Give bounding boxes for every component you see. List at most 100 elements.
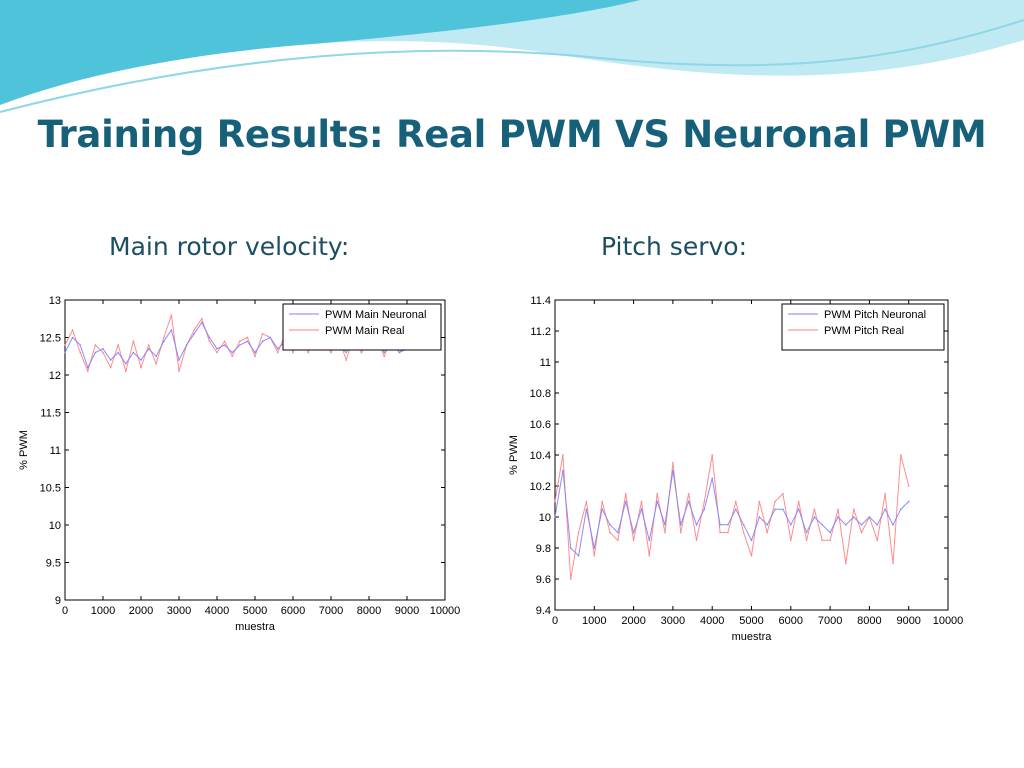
x-tick-label: 4000 (700, 615, 724, 627)
series-0-point (261, 340, 264, 343)
series-1-point (766, 531, 769, 534)
series-0-point (585, 508, 588, 511)
series-1-point (132, 340, 135, 343)
series-0-point (672, 469, 674, 472)
series-1-point (71, 329, 74, 331)
series-0-point (79, 344, 81, 346)
series-1-point (125, 370, 127, 373)
series-0-point (782, 508, 784, 511)
series-line-0 (554, 470, 910, 557)
y-tick-label: 10.2 (530, 481, 551, 493)
series-0-point (147, 347, 150, 350)
series-0-point (71, 336, 74, 339)
series-0-point (201, 321, 203, 324)
series-1-point (201, 317, 203, 320)
y-tick-label: 10.5 (40, 483, 61, 495)
series-0-point (907, 500, 910, 503)
series-0-point (719, 523, 721, 526)
series-1-point (711, 454, 713, 456)
series-1-point (216, 351, 218, 354)
x-tick-label: 2000 (621, 615, 645, 627)
series-0-point (687, 500, 690, 503)
series-1-point (648, 554, 651, 557)
series-0-point (554, 516, 556, 518)
series-0-point (766, 523, 769, 526)
series-0-point (398, 351, 401, 354)
series-1-point (239, 340, 241, 343)
series-0-point (277, 347, 279, 350)
series-1-point (821, 539, 824, 542)
series-0-point (750, 539, 753, 542)
x-tick-label: 7000 (818, 615, 842, 627)
subtitle-pitch-servo: Pitch servo: (601, 232, 748, 261)
series-1-point (884, 492, 886, 495)
series-1-point (102, 351, 104, 354)
series-1-point (147, 344, 150, 346)
wave-front (0, 0, 640, 105)
series-0-point (640, 508, 643, 511)
wave-line (0, 19, 1024, 113)
y-axis-label: % PWM (508, 435, 520, 475)
x-tick-label: 10000 (430, 605, 461, 617)
series-1-point (94, 344, 97, 346)
x-tick-label: 6000 (779, 615, 803, 627)
y-tick-label: 10 (539, 512, 551, 524)
series-0-point (109, 359, 112, 361)
series-1-point (672, 461, 674, 464)
series-0-point (837, 516, 839, 518)
series-1-point (223, 340, 226, 343)
series-0-point (117, 351, 119, 354)
series-1-point (609, 531, 611, 534)
series-1-point (178, 370, 180, 373)
series-1-point (261, 332, 264, 335)
y-tick-label: 11.2 (530, 326, 551, 338)
series-1-point (679, 531, 682, 534)
series-0-point (892, 523, 894, 526)
x-tick-label: 1000 (91, 605, 115, 617)
series-0-point (727, 523, 729, 526)
series-0-point (758, 516, 761, 518)
series-1-point (140, 366, 142, 369)
series-1-point (617, 539, 619, 542)
series-0-point (601, 508, 603, 511)
series-1-point (117, 344, 119, 346)
y-tick-label: 9.6 (536, 574, 551, 586)
series-1-point (782, 492, 784, 495)
series-1-point (569, 578, 572, 580)
series-0-point (132, 351, 135, 354)
x-tick-label: 5000 (243, 605, 267, 617)
series-1-point (383, 355, 386, 358)
series-1-point (695, 539, 698, 542)
x-tick-label: 8000 (857, 615, 881, 627)
series-1-point (774, 500, 776, 503)
series-0-point (94, 351, 97, 354)
y-tick-label: 11 (540, 357, 551, 369)
series-1-point (87, 370, 89, 373)
x-axis-label: muestra (732, 631, 773, 643)
series-0-point (562, 469, 564, 472)
series-0-point (383, 351, 386, 354)
series-1-point (876, 539, 879, 542)
y-tick-label: 9.8 (536, 543, 551, 555)
series-1-point (742, 531, 745, 534)
series-1-point (664, 531, 666, 534)
series-1-point (64, 344, 66, 346)
series-1-point (813, 508, 816, 511)
x-axis-label: muestra (235, 621, 276, 633)
series-1-point (892, 562, 894, 565)
series-0-point (679, 523, 682, 526)
y-tick-label: 9.4 (536, 605, 551, 617)
series-1-point (703, 500, 706, 503)
x-tick-label: 8000 (357, 605, 381, 617)
legend-label-0: PWM Main Neuronal (325, 309, 426, 321)
series-0-point (860, 523, 863, 526)
series-1-point (193, 329, 195, 331)
series-0-point (845, 523, 847, 526)
series-0-point (593, 547, 596, 549)
series-1-point (907, 485, 910, 487)
series-0-point (577, 554, 580, 557)
series-0-point (852, 516, 855, 518)
y-axis-label: % PWM (18, 430, 30, 470)
x-tick-label: 3000 (167, 605, 191, 617)
